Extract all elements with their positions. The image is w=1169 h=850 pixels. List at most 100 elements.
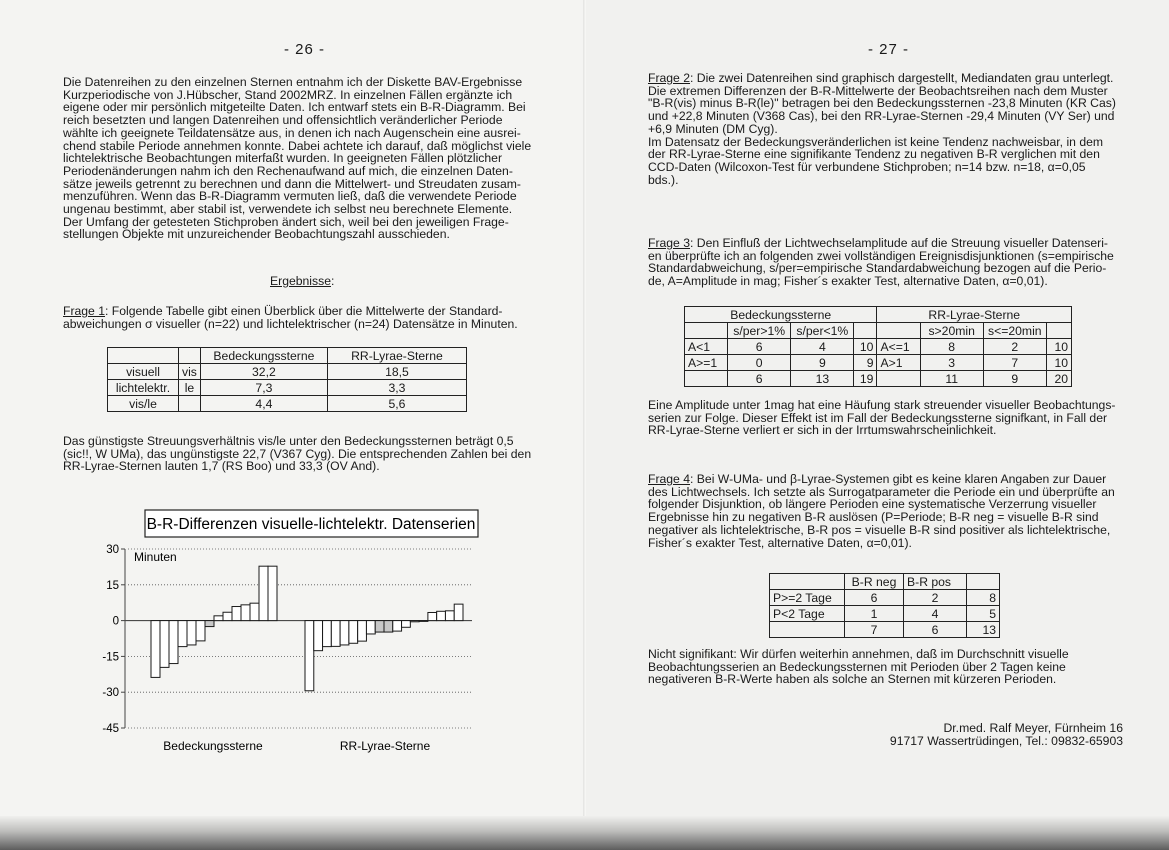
question-3: Frage 3: Den Einfluß der Lichtwechselamp… [648, 237, 1138, 288]
table-cell [966, 573, 1000, 590]
page-number-left: - 26 - [284, 41, 326, 58]
table-row: P>=2 Tage 6 2 8 [769, 589, 1000, 606]
table-row: visuell vis 32,2 18,5 [107, 363, 468, 380]
bar [222, 611, 233, 622]
q2-text: : Die zwei Datenreihen sind graphisch da… [648, 71, 1116, 187]
bar [231, 606, 242, 622]
table-cell: 6 [844, 589, 904, 606]
table-cell [853, 322, 878, 339]
q2-label: Frage 2 [648, 71, 691, 85]
table-cell: s/per>1% [727, 322, 792, 339]
table-cell: 3 [919, 354, 984, 371]
bar [249, 602, 260, 622]
bar [436, 610, 446, 622]
y-tick-label: 15 [106, 580, 119, 592]
bar [168, 620, 179, 665]
question-4: Frage 4: Bei W-UMa- und β-Lyrae-Systemen… [648, 473, 1138, 549]
table-cell: A>1 [876, 354, 921, 371]
table-cell: 9 [790, 354, 855, 371]
table-cell: RR-Lyrae-Sterne [326, 347, 468, 364]
table-cell [876, 322, 921, 339]
page-fold [583, 0, 586, 850]
table-std-deviation: Bedeckungssterne RR-Lyrae-Sterne visuell… [107, 347, 468, 412]
bar [313, 620, 324, 652]
table-row: 6 13 19 11 9 20 [683, 370, 1073, 387]
table-cell [1045, 322, 1073, 339]
bar [267, 565, 278, 622]
table-cell: 5 [966, 605, 1000, 622]
scan-shadow [0, 816, 1169, 850]
median-bar [383, 620, 394, 633]
signature: Dr.med. Ralf Meyer, Fürnheim 16 91717 Was… [700, 722, 1123, 747]
table-cell: 10 [1045, 338, 1073, 355]
group-label-bedeckungssterne: Bedeckungssterne [163, 739, 263, 753]
bar [357, 620, 367, 642]
question-2: Frage 2: Die zwei Datenreihen sind graph… [648, 72, 1138, 186]
median-bar [204, 620, 215, 628]
results-heading-colon: : [330, 274, 335, 288]
q1-label: Frage 1 [63, 304, 106, 318]
table-row: vis/le 4,4 5,6 [107, 395, 468, 412]
bar [444, 610, 455, 622]
intro-paragraph: Die Datenreihen zu den einzelnen Sternen… [63, 75, 532, 242]
table-cell: 6 [903, 621, 967, 638]
page-number-right: - 27 - [868, 41, 910, 58]
table-row: A<1 6 4 10 A<=1 8 2 10 [683, 338, 1073, 355]
bar [304, 620, 315, 692]
table-cell [769, 573, 845, 590]
bar [401, 620, 411, 628]
bar [240, 604, 251, 622]
table-cell: 8 [919, 338, 984, 355]
bar [348, 620, 359, 644]
table-cell: s>20min [919, 322, 984, 339]
signature-line-2: 91717 Wassertrüdingen, Tel.: 09832-65903 [889, 733, 1123, 748]
table-cell: 18,5 [326, 363, 468, 380]
bar [392, 620, 403, 632]
q4-text: : Bei W-UMa- und β-Lyrae-Systemen gibt e… [648, 472, 1115, 550]
table-cell: vis/le [107, 395, 179, 412]
q3-label: Frage 3 [648, 236, 691, 250]
bar [159, 620, 170, 668]
median-bar [374, 620, 385, 633]
table-cell: 2 [982, 338, 1047, 355]
table-cell: 20 [1045, 370, 1073, 387]
table-header-row: Bedeckungssterne RR-Lyrae-Sterne [107, 347, 468, 364]
bar [177, 620, 188, 648]
table-cell: 6 [727, 338, 792, 355]
table-cell: s<=20min [982, 322, 1047, 339]
q3-text: : Den Einfluß der Lichtwechselamplitude … [648, 236, 1114, 289]
table-cell: 9 [853, 354, 878, 371]
y-tick-label: -30 [102, 687, 119, 699]
bar [213, 615, 224, 622]
table-period: B-R neg B-R pos P>=2 Tage 6 2 8 P<2 Tage… [769, 573, 1000, 638]
table-cell: s/per<1% [790, 322, 855, 339]
table-cell: A>=1 [683, 354, 729, 371]
y-tick-label: -15 [102, 651, 119, 663]
table-cell: 4 [790, 338, 855, 355]
table-cell: Bedeckungssterne [683, 306, 878, 323]
bar [322, 620, 332, 648]
table-group-header-row: Bedeckungssterne RR-Lyrae-Sterne [683, 306, 1072, 323]
table-cell: 4 [903, 605, 967, 622]
table-cell: 7 [844, 621, 904, 638]
table-cell: 11 [919, 370, 984, 387]
table-cell: 10 [853, 338, 878, 355]
table-cell: 0 [727, 354, 792, 371]
y-tick-label: -45 [102, 723, 119, 735]
bar [258, 565, 269, 622]
signature-line-1: Dr.med. Ralf Meyer, Fürnheim 16 [943, 721, 1124, 735]
table-cell: 2 [903, 589, 967, 606]
table-cell: 19 [853, 370, 878, 387]
table-cell: 13 [790, 370, 855, 387]
bar [418, 620, 429, 622]
right-page [585, 0, 1169, 850]
table-cell: lichtelektr. [107, 379, 179, 396]
table-cell: 10 [1045, 354, 1073, 371]
table-header-row: B-R neg B-R pos [769, 573, 1000, 590]
table-cell: 4,4 [199, 395, 328, 412]
table-cell: 1 [844, 605, 904, 622]
table-cell: P<2 Tage [769, 605, 845, 622]
table-row: 7 6 13 [769, 621, 1000, 638]
table-cell [769, 621, 845, 638]
